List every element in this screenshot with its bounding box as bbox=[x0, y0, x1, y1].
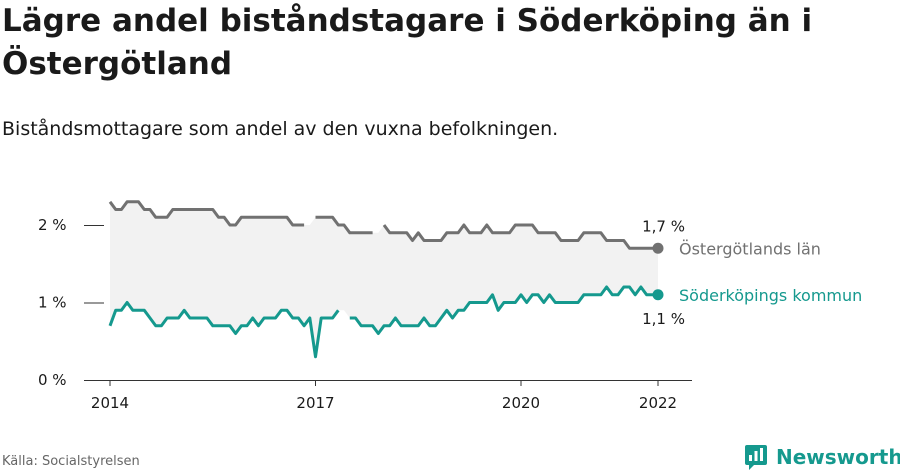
series-end-dot-1 bbox=[652, 289, 664, 301]
newsworthy-logo-icon bbox=[745, 445, 767, 470]
source-note: Källa: Socialstyrelsen bbox=[2, 454, 140, 469]
chart-subtitle: Biståndsmottagare som andel av den vuxna… bbox=[2, 118, 559, 140]
y-tick-label: 2 % bbox=[38, 216, 67, 234]
y-tick-label: 1 % bbox=[38, 294, 67, 312]
brand-name: Newsworthy bbox=[776, 445, 900, 469]
series-name-label-0: Östergötlands län bbox=[679, 239, 821, 258]
x-tick-label: 2017 bbox=[296, 394, 334, 412]
chart-title: Lägre andel biståndstagare i Söderköping… bbox=[2, 3, 813, 82]
x-tick-label: 2014 bbox=[91, 394, 129, 412]
series-line-1 bbox=[108, 285, 658, 359]
series-name-label-1: Söderköpings kommun bbox=[679, 286, 862, 305]
range-band bbox=[110, 201, 658, 357]
series-end-dot-0 bbox=[652, 242, 664, 254]
series-end-value-1: 1,1 % bbox=[642, 310, 685, 328]
series-line-0 bbox=[108, 200, 658, 250]
x-tick-label: 2020 bbox=[502, 394, 540, 412]
series-end-value-0: 1,7 % bbox=[642, 217, 685, 235]
newsworthy-logo: Newsworthy bbox=[744, 443, 900, 471]
y-tick-label: 0 % bbox=[38, 371, 67, 389]
x-tick-label: 2022 bbox=[639, 394, 677, 412]
